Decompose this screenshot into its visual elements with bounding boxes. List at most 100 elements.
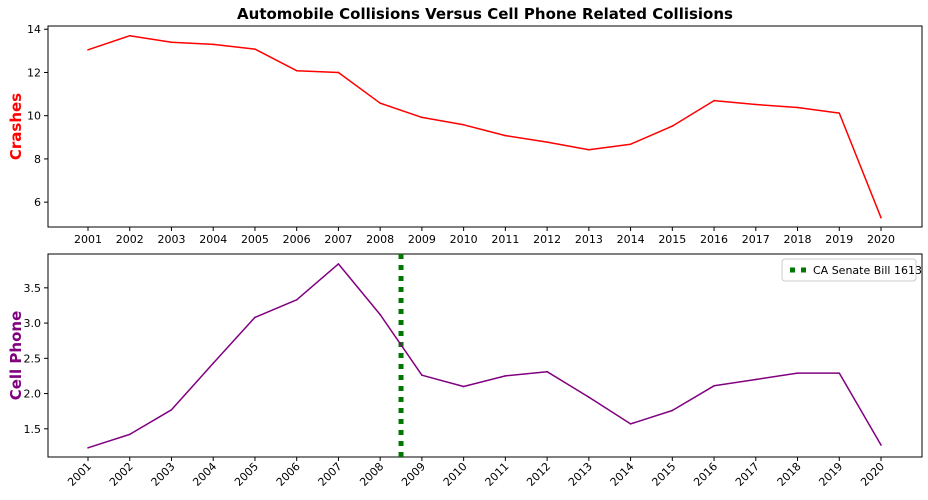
chart-title: Automobile Collisions Versus Cell Phone … <box>237 5 733 23</box>
x-tick-label: 2010 <box>450 233 478 246</box>
data-point <box>754 378 757 381</box>
data-point <box>254 48 256 50</box>
y-tick-label: 14 <box>27 23 41 36</box>
data-point <box>212 362 215 365</box>
x-tick-label: 2008 <box>357 460 386 489</box>
data-point <box>588 149 590 151</box>
data-point <box>713 99 715 102</box>
x-tick-label: 2015 <box>649 460 678 489</box>
x-tick-label: 2019 <box>825 233 853 246</box>
data-point <box>128 34 131 37</box>
x-tick-label: 2012 <box>524 460 553 489</box>
y-tick-label: 2.5 <box>24 352 42 365</box>
x-tick-label: 2007 <box>324 233 352 246</box>
x-tick-label: 2011 <box>482 460 511 489</box>
data-point <box>128 433 131 436</box>
data-point <box>629 143 632 146</box>
x-tick-label: 2014 <box>608 460 637 489</box>
data-point <box>546 141 548 143</box>
y-tick-label: 12 <box>27 66 41 79</box>
data-point <box>170 41 173 44</box>
x-tick-label: 2018 <box>775 460 804 489</box>
y-tick-label: 10 <box>27 110 41 123</box>
x-tick-label: 2006 <box>274 460 303 489</box>
x-tick-label: 2002 <box>107 460 136 489</box>
data-point <box>337 71 340 74</box>
data-point <box>212 43 215 46</box>
y-tick-label: 1.5 <box>24 423 42 436</box>
data-point <box>754 103 757 106</box>
data-point <box>295 299 298 301</box>
data-point <box>588 396 590 398</box>
x-tick-label: 2020 <box>867 233 895 246</box>
data-point <box>629 423 632 425</box>
data-point <box>462 385 465 388</box>
x-tick-label: 2012 <box>533 233 561 246</box>
y-axis-label-1: Crashes <box>7 93 25 160</box>
data-point <box>671 125 674 127</box>
y-tick-label: 3.5 <box>24 282 42 295</box>
y-tick-label: 6 <box>34 196 41 209</box>
series-line-2 <box>87 263 882 449</box>
x-tick-label: 2005 <box>241 233 269 246</box>
x-tick-label: 2005 <box>232 460 261 489</box>
data-point <box>254 316 256 319</box>
x-tick-label: 2004 <box>190 460 219 489</box>
x-tick-label: 2016 <box>700 233 728 246</box>
data-point <box>87 48 89 51</box>
x-tick-label: 2001 <box>74 233 102 246</box>
x-tick-label: 2017 <box>742 233 770 246</box>
x-tick-label: 2014 <box>617 233 645 246</box>
x-tick-label: 2008 <box>366 233 394 246</box>
x-tick-label: 2019 <box>816 460 845 489</box>
x-tick-label: 2015 <box>658 233 686 246</box>
data-point <box>838 372 841 374</box>
data-point <box>796 106 799 109</box>
data-point <box>421 116 423 119</box>
x-tick-label: 2004 <box>199 233 227 246</box>
x-tick-label: 2018 <box>784 233 812 246</box>
data-point <box>504 375 507 377</box>
legend-box <box>781 258 917 282</box>
data-point <box>337 263 340 265</box>
data-point <box>379 102 381 104</box>
plot-frame-1 <box>47 25 923 228</box>
x-tick-label: 2009 <box>399 460 428 489</box>
x-tick-label: 2003 <box>149 460 178 489</box>
data-point <box>796 372 799 374</box>
y-tick-label: 2.0 <box>24 388 42 401</box>
data-point <box>421 374 423 377</box>
data-point <box>87 447 89 449</box>
x-tick-label: 2003 <box>157 233 185 246</box>
series-line-1 <box>87 34 882 218</box>
x-tick-label: 2011 <box>491 233 519 246</box>
data-point <box>838 112 841 114</box>
y-axis-label-2: Cell Phone <box>7 311 25 401</box>
legend-label: CA Senate Bill 1613 <box>813 264 922 277</box>
x-tick-label: 2006 <box>283 233 311 246</box>
data-point <box>170 408 173 411</box>
y-tick-label: 8 <box>34 153 41 166</box>
x-tick-label: 2013 <box>566 460 595 489</box>
x-tick-label: 2009 <box>408 233 436 246</box>
data-point <box>379 313 381 316</box>
y-tick-label: 3.0 <box>24 317 42 330</box>
x-tick-label: 2001 <box>65 460 94 489</box>
x-tick-label: 2007 <box>316 460 345 489</box>
data-point <box>462 123 465 126</box>
x-tick-label: 2017 <box>733 460 762 489</box>
data-point <box>671 409 674 412</box>
x-tick-label: 2013 <box>575 233 603 246</box>
plot-frame-2 <box>47 253 923 458</box>
x-tick-label: 2002 <box>116 233 144 246</box>
x-tick-label: 2016 <box>691 460 720 489</box>
x-tick-label: 2020 <box>858 460 887 489</box>
data-point <box>504 134 507 137</box>
data-point <box>546 370 548 373</box>
data-point <box>713 385 715 387</box>
data-point <box>880 444 882 446</box>
x-tick-label: 2010 <box>441 460 470 489</box>
data-point <box>880 216 882 219</box>
